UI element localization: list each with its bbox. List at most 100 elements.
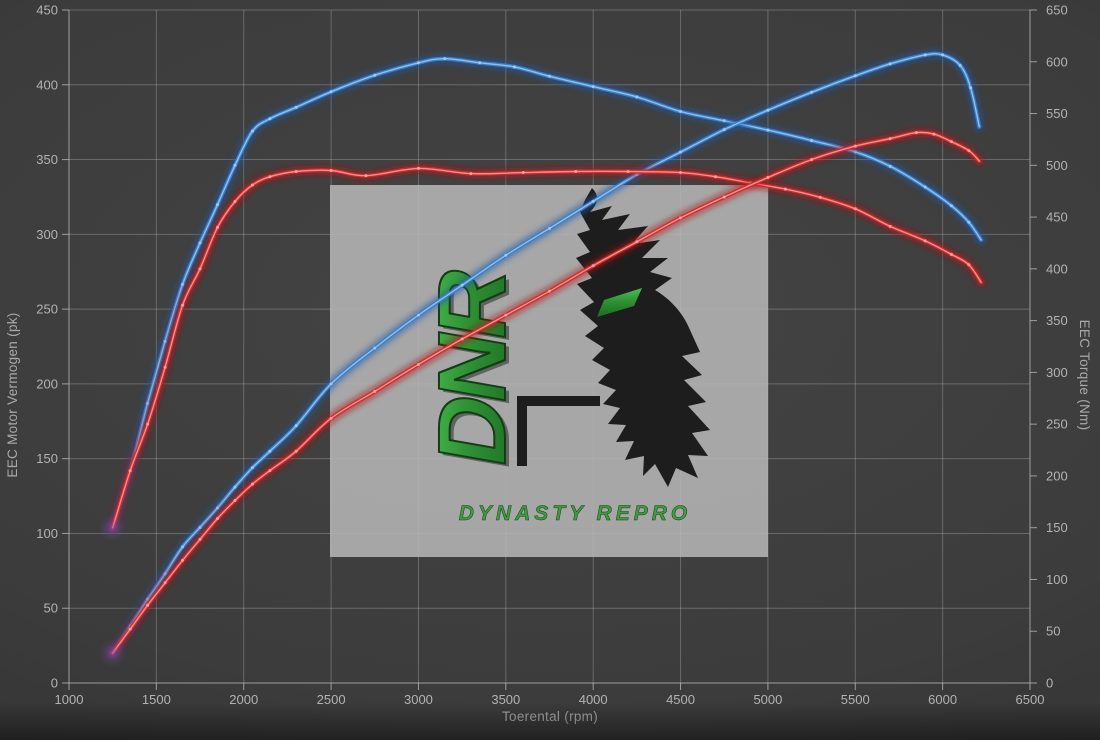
curve-core — [112, 52, 980, 654]
y-left-tick-label: 300 — [36, 227, 58, 242]
x-tick-label: 4500 — [666, 692, 695, 707]
data-point-marker — [923, 185, 927, 189]
data-point-marker — [250, 482, 254, 486]
data-point-marker — [713, 175, 717, 179]
y-right-tick-label: 350 — [1046, 313, 1068, 328]
data-point-marker — [888, 62, 892, 66]
data-point-marker — [969, 86, 973, 90]
data-point-marker — [783, 187, 787, 191]
data-point-marker — [914, 131, 918, 135]
data-point-marker — [373, 346, 377, 350]
data-point-marker — [373, 73, 377, 77]
data-point-marker — [198, 267, 202, 271]
x-tick-label: 6000 — [928, 692, 957, 707]
y-right-tick-label: 650 — [1046, 3, 1068, 18]
y-right-tick-label: 0 — [1046, 676, 1053, 691]
x-tick-label: 2000 — [229, 692, 258, 707]
data-point-marker — [443, 57, 447, 61]
data-point-marker — [679, 216, 683, 220]
data-point-marker — [329, 168, 333, 172]
data-point-marker — [548, 226, 551, 230]
data-point-marker — [941, 53, 945, 57]
data-point-marker — [766, 128, 770, 132]
y-left-tick-label: 50 — [44, 601, 58, 616]
data-point-marker — [163, 339, 167, 343]
data-point-marker — [181, 558, 185, 562]
data-point-marker — [364, 174, 368, 178]
y-right-tick-label: 600 — [1046, 54, 1068, 69]
data-point-marker — [146, 603, 150, 607]
x-tick-label: 5000 — [753, 692, 782, 707]
data-point-marker — [504, 253, 508, 257]
data-point-marker — [163, 365, 167, 369]
data-point-marker — [888, 164, 892, 168]
y-right-tick-label: 400 — [1046, 261, 1068, 276]
data-point-marker — [268, 449, 272, 453]
y-right-tick-label: 50 — [1046, 624, 1060, 639]
x-tick-label: 6500 — [1016, 692, 1045, 707]
data-point-marker — [949, 204, 953, 208]
watermark-brand: DYNASTY REPRO — [459, 502, 691, 525]
curve-core — [112, 131, 980, 654]
x-tick-label: 1000 — [55, 692, 84, 707]
data-point-marker — [923, 239, 927, 243]
data-point-marker — [268, 175, 272, 179]
data-point-marker — [416, 61, 420, 65]
x-tick-label: 4000 — [579, 692, 608, 707]
y-right-tick-label: 500 — [1046, 158, 1068, 173]
data-point-marker — [949, 140, 953, 144]
data-point-marker — [268, 117, 272, 121]
data-point-marker — [888, 137, 892, 141]
watermark-logo: DNR DNR DYNASTY REPRO — [330, 185, 768, 557]
curve-start-glow — [105, 646, 120, 661]
data-point-marker — [198, 537, 202, 541]
data-point-marker — [233, 200, 237, 204]
data-point-marker — [574, 170, 578, 174]
data-point-marker — [128, 627, 132, 631]
curve-red-torque — [107, 163, 986, 533]
y-left-tick-label: 0 — [51, 676, 58, 691]
data-point-marker — [818, 195, 822, 199]
data-point-marker — [722, 119, 726, 123]
data-point-marker — [679, 109, 683, 113]
y-right-tick-label: 200 — [1046, 468, 1068, 483]
y-left-tick-label: 150 — [36, 451, 58, 466]
curve-blue-torque — [107, 53, 986, 533]
data-point-marker — [513, 65, 517, 69]
data-point-marker — [250, 183, 254, 187]
data-point-marker — [722, 128, 726, 132]
data-point-marker — [635, 240, 639, 244]
curve-core — [112, 57, 982, 529]
data-point-marker — [888, 224, 892, 228]
data-point-marker — [181, 303, 185, 307]
curves-layer — [105, 48, 986, 661]
y-left-tick-label: 350 — [36, 152, 58, 167]
y-right-tick-label: 100 — [1046, 572, 1068, 587]
y-axis-left-title: EEC Motor Vermogen (pk) — [5, 312, 20, 477]
data-point-marker — [233, 485, 237, 489]
data-point-marker — [810, 158, 814, 162]
data-point-marker — [416, 362, 420, 366]
data-point-marker — [329, 382, 333, 386]
data-point-marker — [766, 108, 770, 112]
dragon-silhouette-icon — [576, 188, 710, 487]
data-point-marker — [216, 225, 220, 229]
data-point-marker — [233, 499, 237, 503]
data-point-marker — [250, 129, 254, 133]
data-point-marker — [294, 449, 298, 453]
y-axis-right-title: EEC Torque (Nm) — [1077, 320, 1092, 431]
y-left-tick-label: 200 — [36, 376, 58, 391]
data-point-marker — [853, 207, 857, 211]
data-point-marker — [294, 424, 298, 428]
data-point-marker — [146, 401, 150, 405]
label-layer: 1000 1500 2000 2500 3000 3500 4000 4500 5000 5500… — [36, 3, 1067, 708]
logo-bracket — [517, 396, 600, 466]
x-tick-label: 3500 — [491, 692, 520, 707]
data-point-marker — [958, 63, 962, 67]
data-point-marker — [294, 170, 298, 174]
data-point-marker — [853, 74, 857, 78]
curve-start-glow — [105, 520, 120, 535]
data-point-marker — [504, 313, 508, 317]
